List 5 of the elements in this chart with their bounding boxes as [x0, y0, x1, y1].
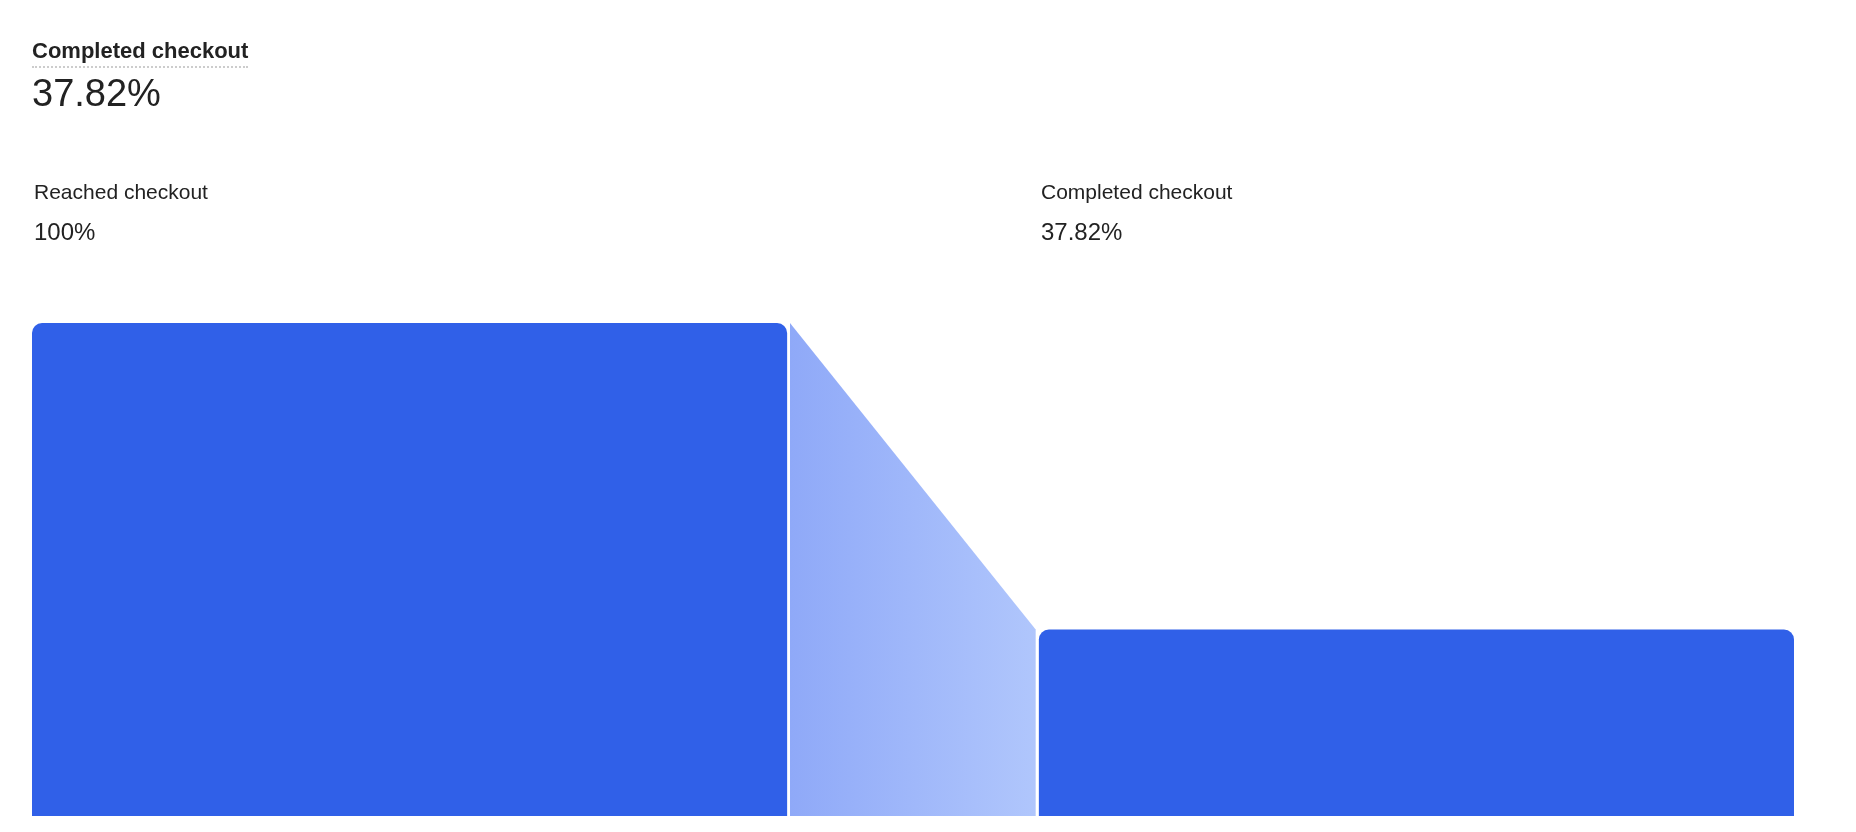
chart-title: Completed checkout: [32, 38, 249, 68]
data-label: 37.82%: [1041, 218, 1123, 245]
data-label: 100%: [34, 218, 96, 245]
chart-subtitle: 37.82%: [32, 72, 162, 115]
x-tick-label: Reached checkout: [34, 180, 209, 203]
